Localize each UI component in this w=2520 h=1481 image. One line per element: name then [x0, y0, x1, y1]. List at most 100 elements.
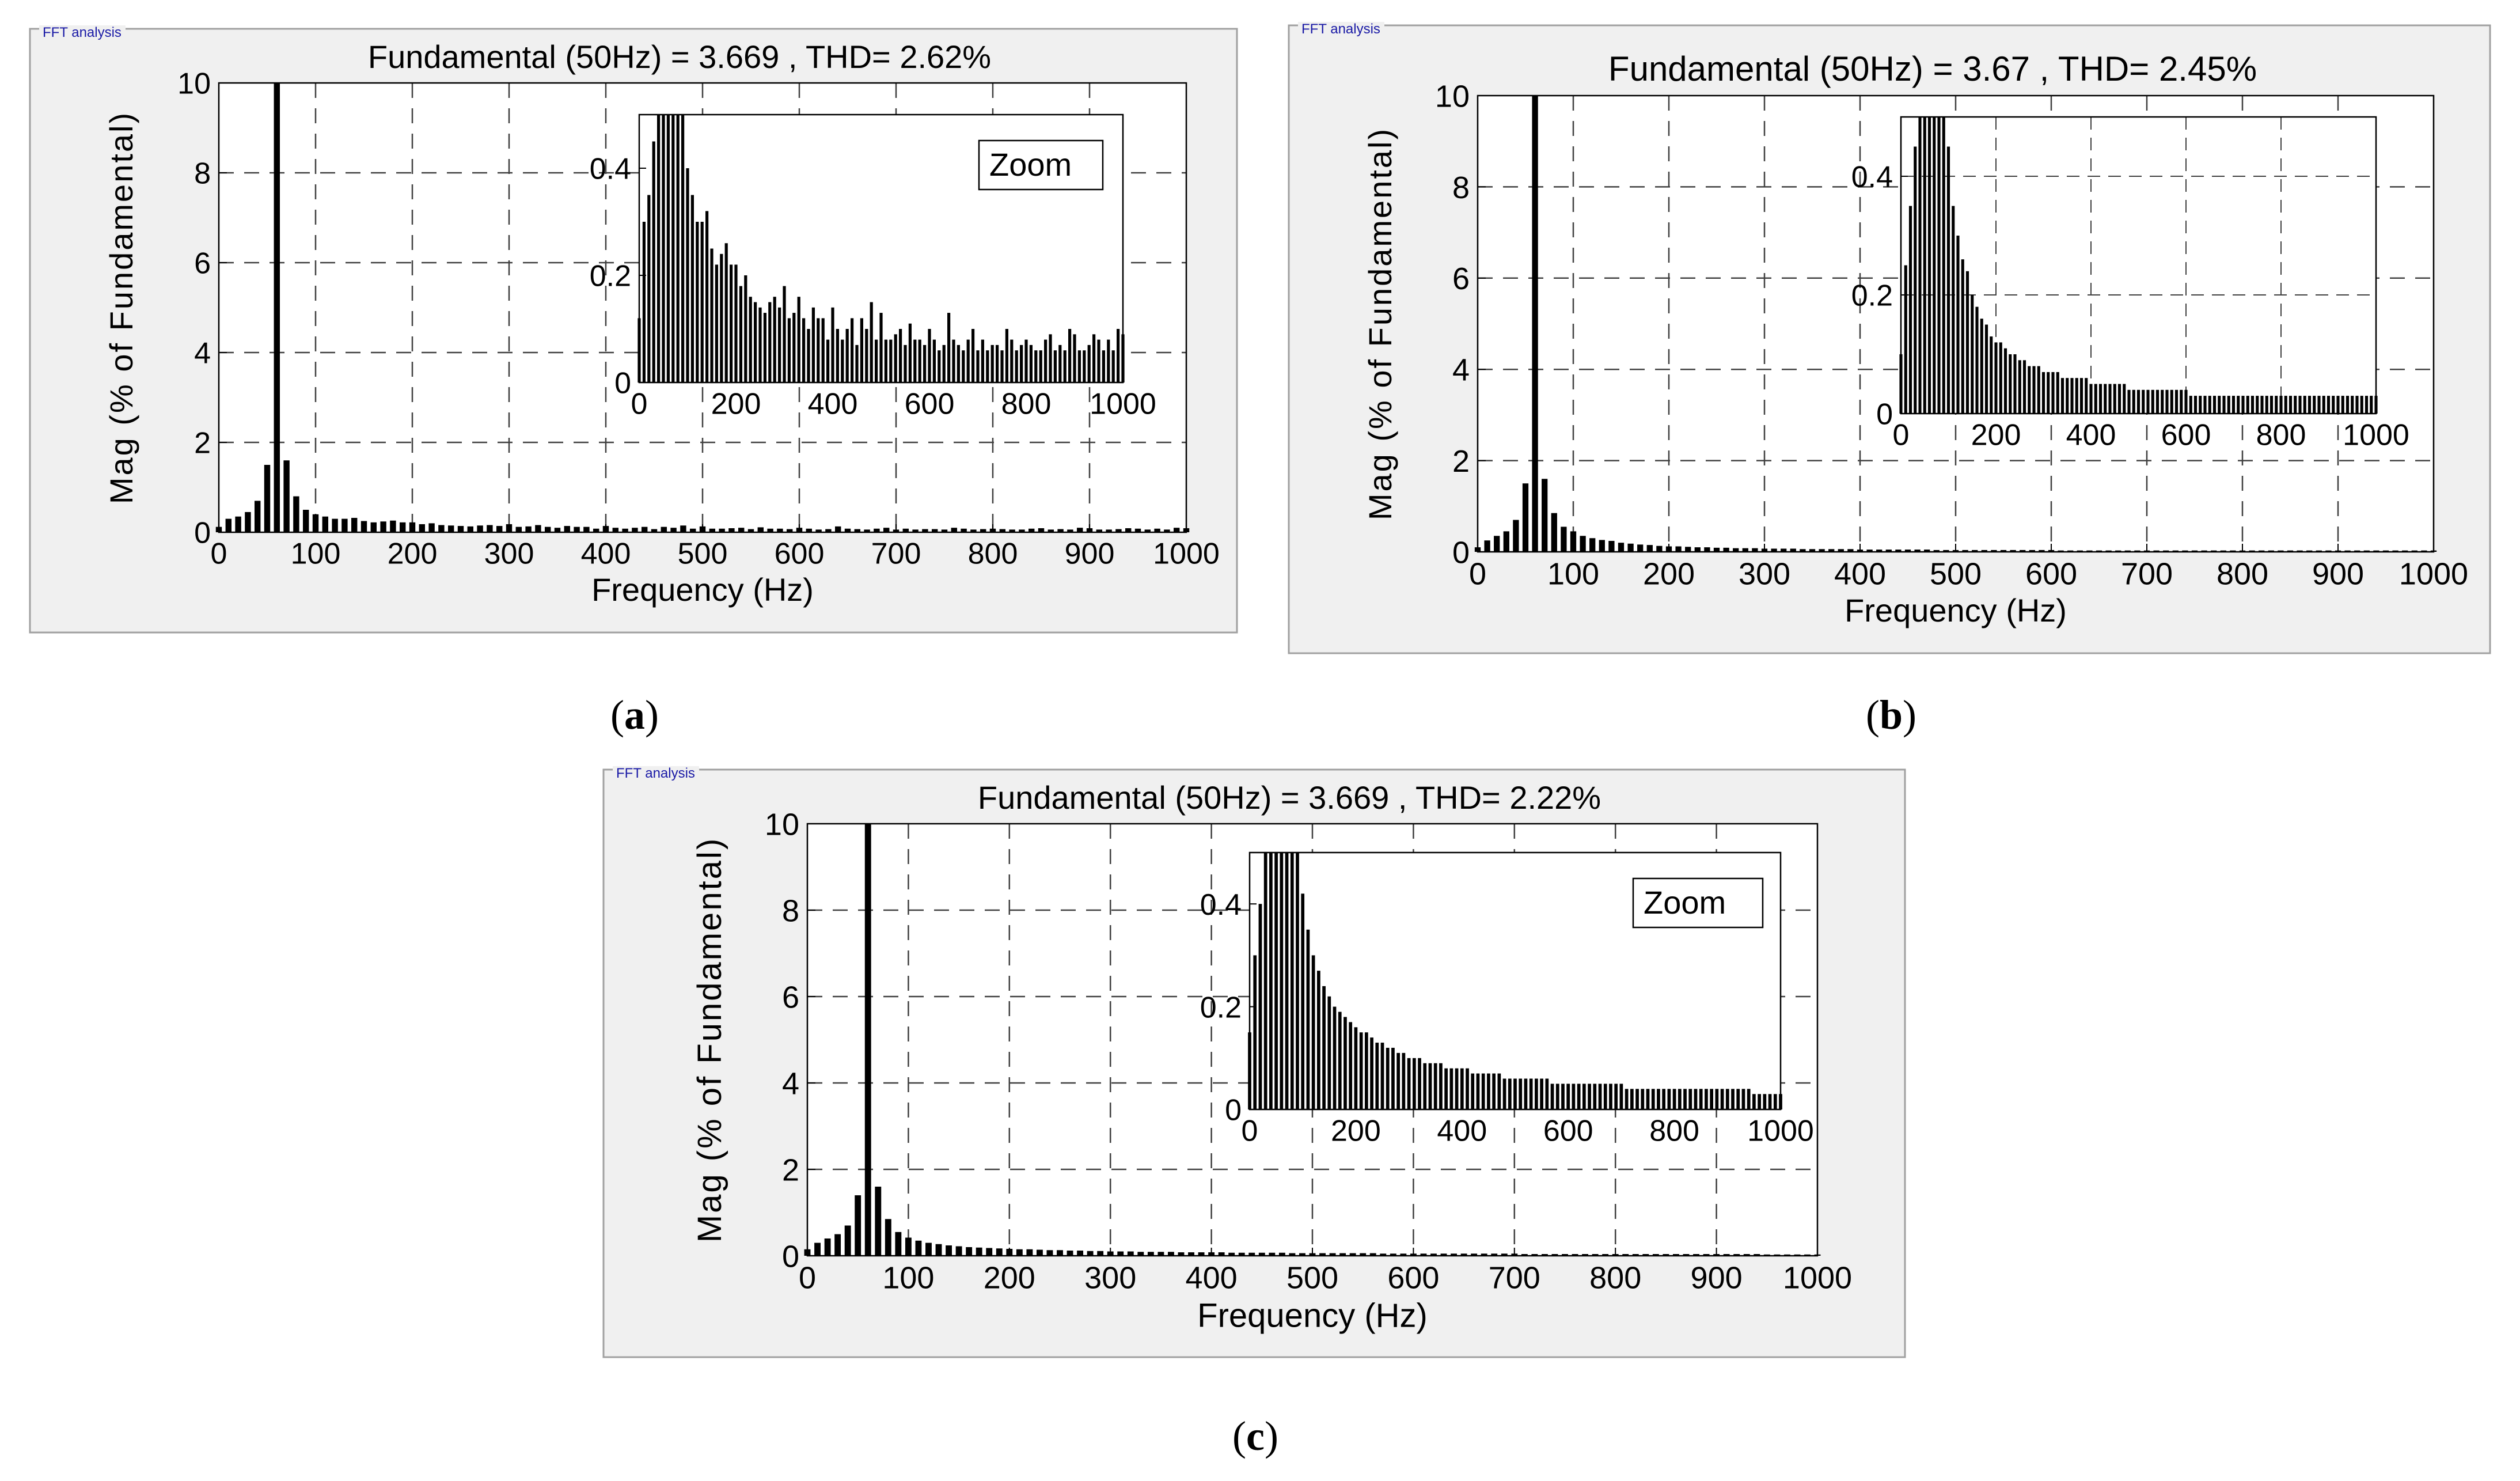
bar-inset: [1253, 955, 1257, 1109]
bar-inset: [2246, 396, 2249, 414]
caption-c: (c): [1232, 1413, 1278, 1459]
y-tick-label-inset: 0.2: [1851, 279, 1893, 313]
x-tick-label: 200: [388, 537, 438, 571]
bar-inset: [1752, 1094, 1756, 1109]
bar: [1125, 528, 1132, 532]
bar: [970, 529, 977, 532]
bar: [874, 528, 880, 532]
bar-inset: [1683, 1089, 1687, 1109]
x-tick-label: 600: [2025, 557, 2077, 592]
y-tick-label-inset: 0.4: [1200, 888, 1242, 922]
x-tick-label-inset: 800: [2256, 419, 2306, 452]
bar-inset: [1975, 306, 1979, 414]
bar: [1632, 1254, 1639, 1256]
bar-inset: [908, 323, 912, 382]
x-tick-label: 300: [484, 537, 534, 571]
bar: [1733, 548, 1739, 552]
bar-inset: [1942, 117, 1945, 414]
bar: [1914, 550, 1921, 552]
bar: [477, 525, 483, 532]
bar-inset: [2022, 360, 2026, 414]
bar-inset: [1657, 1089, 1660, 1109]
bar-inset: [1344, 1017, 1347, 1109]
bar: [1521, 1254, 1528, 1256]
y-tick-label: 4: [1452, 353, 1470, 388]
bar: [1541, 1254, 1548, 1256]
y-tick-label-inset: 0: [1225, 1094, 1242, 1127]
bar: [935, 1244, 942, 1256]
bar-inset: [2265, 396, 2268, 414]
bar-inset: [681, 115, 685, 382]
bar: [1198, 1252, 1205, 1256]
bar: [1134, 528, 1141, 532]
bar-inset: [2260, 396, 2264, 414]
bar-inset: [807, 329, 810, 382]
bar-inset: [1077, 350, 1081, 382]
bar-inset: [986, 350, 989, 382]
bar: [1127, 1251, 1134, 1256]
bar-inset: [1000, 350, 1004, 382]
fft-panel-a: FFT analysis Fundamental (50Hz) = 3.669 ,…: [29, 25, 1238, 635]
bar-inset: [1904, 265, 1907, 414]
bar-inset: [1364, 1032, 1368, 1109]
bar-inset: [1747, 1089, 1751, 1109]
bar: [457, 526, 464, 532]
bar-inset: [841, 339, 844, 382]
bar: [1618, 543, 1625, 552]
bar: [593, 528, 599, 532]
x-axis-label: Frequency (Hz): [1845, 592, 2067, 628]
bar-inset: [2146, 389, 2150, 414]
bar-inset: [1667, 1089, 1671, 1109]
panel-label: FFT analysis: [43, 25, 122, 40]
bar: [961, 528, 967, 532]
bar-inset: [1380, 1043, 1384, 1109]
bar: [1694, 547, 1701, 552]
bar-inset: [981, 339, 985, 382]
bar: [283, 460, 290, 532]
y-tick-label: 10: [765, 807, 799, 842]
bar: [1096, 529, 1103, 532]
bar: [1046, 1250, 1053, 1256]
panel-label-bg: [39, 25, 126, 40]
bar-inset: [2028, 366, 2031, 414]
bar-inset: [2237, 396, 2240, 414]
bar: [1048, 529, 1054, 532]
bar: [1542, 479, 1548, 552]
bar-inset: [2098, 384, 2102, 414]
bar-inset: [1513, 1078, 1517, 1109]
bar: [1642, 1254, 1649, 1256]
bar: [1646, 545, 1653, 552]
bar: [574, 527, 580, 532]
bar-inset: [777, 307, 781, 382]
bar: [1147, 1252, 1154, 1256]
bar-inset: [1492, 1073, 1496, 1109]
bar: [1258, 1252, 1265, 1256]
bar-inset: [662, 115, 665, 382]
bar: [902, 528, 909, 532]
bar-inset: [2203, 396, 2207, 414]
bar-inset: [1994, 342, 1998, 414]
bar: [515, 527, 522, 532]
bar-inset: [1407, 1058, 1411, 1109]
bar-inset: [2018, 360, 2021, 414]
bar: [1972, 550, 1978, 552]
bar: [1991, 550, 1997, 552]
bar-inset: [1651, 1089, 1655, 1109]
y-tick-label: 2: [1452, 444, 1470, 479]
x-tick-label: 400: [1834, 557, 1886, 592]
bar-inset: [705, 211, 709, 382]
bar: [844, 528, 851, 532]
x-tick-label-inset: 200: [1971, 419, 2021, 452]
bar-inset: [870, 302, 873, 382]
x-tick-label-inset: 600: [1543, 1115, 1593, 1148]
bar: [966, 1247, 973, 1256]
panel-label-bg: [1298, 22, 1384, 37]
bar-inset: [2284, 396, 2287, 414]
bar-inset: [2275, 396, 2278, 414]
bar: [815, 529, 822, 532]
y-tick-label: 10: [177, 67, 211, 101]
bar-inset: [2336, 396, 2340, 414]
bar: [1278, 1252, 1285, 1256]
bar: [1269, 1252, 1276, 1256]
bar-inset: [2289, 396, 2293, 414]
